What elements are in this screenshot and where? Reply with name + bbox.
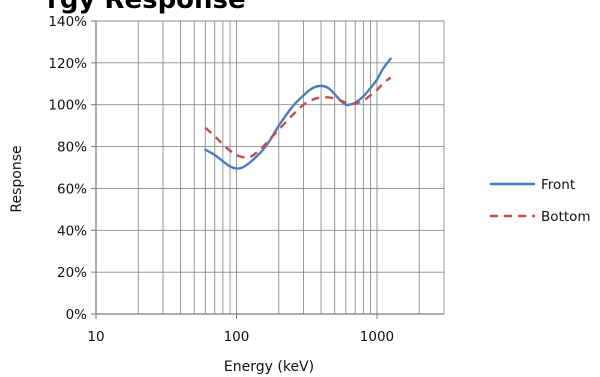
y-tick-label: 40%	[57, 223, 87, 239]
chart-title: rgy Response	[47, 0, 246, 15]
y-tick-label: 140%	[48, 14, 87, 30]
legend: Front Bottom	[490, 177, 591, 225]
y-tick-label: 0%	[66, 307, 88, 323]
x-axis-label: Energy (keV)	[224, 359, 314, 375]
y-tick-label: 100%	[48, 98, 87, 114]
x-tick-label: 1000	[360, 329, 394, 345]
axis-layer: 0% 20% 40% 60% 80% 100% 120% 140% 10 100 1000	[48, 14, 444, 345]
y-tick-label: 60%	[57, 181, 87, 197]
y-tick-label: 120%	[48, 56, 87, 72]
y-tick-label: 80%	[57, 140, 87, 156]
series-layer	[204, 57, 392, 170]
x-tick-label: 10	[87, 329, 104, 345]
series-line-front	[204, 57, 392, 170]
legend-label-bottom: Bottom	[541, 209, 591, 225]
legend-label-front: Front	[541, 177, 575, 193]
y-tick-label: 20%	[57, 265, 87, 281]
grid-layer	[95, 20, 445, 315]
y-axis-label: Response	[9, 145, 25, 212]
x-tick-label: 100	[224, 329, 250, 345]
series-line-bottom	[204, 76, 392, 159]
